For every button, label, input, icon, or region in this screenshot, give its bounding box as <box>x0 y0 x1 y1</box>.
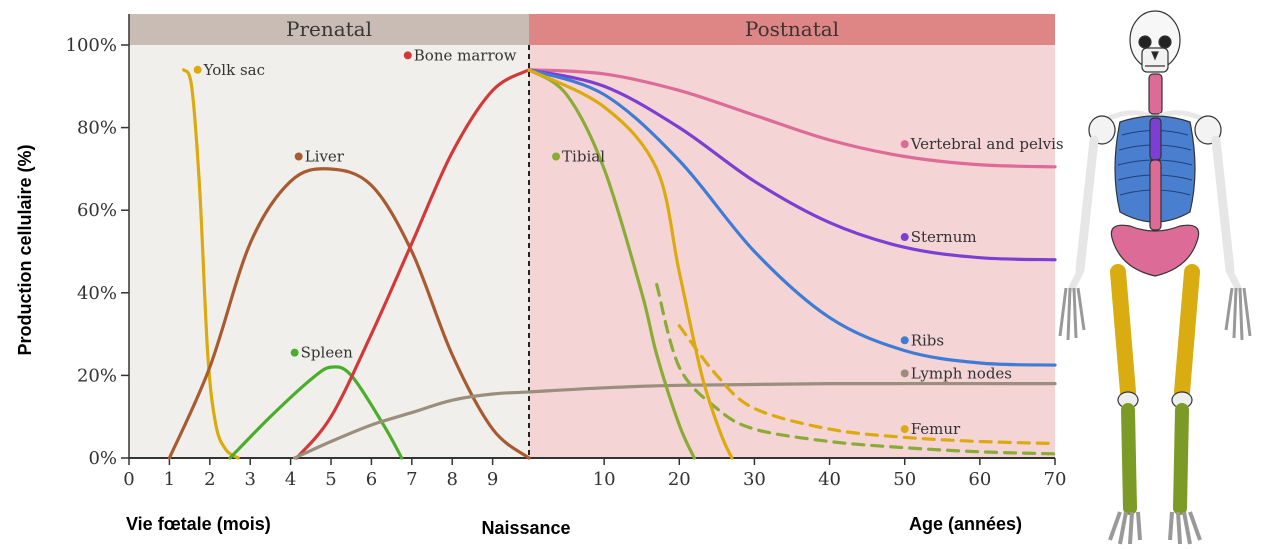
postnatal-band <box>529 14 1055 45</box>
birth-label: Naissance <box>481 518 570 538</box>
x-tick-label-month: 3 <box>244 469 255 490</box>
y-tick-label: 60% <box>77 200 117 221</box>
x-tick-label-month: 1 <box>164 469 175 490</box>
x-tick-label-month: 8 <box>447 469 458 490</box>
series-line-tibial <box>527 68 696 460</box>
annotation-dot <box>900 140 909 149</box>
annotation-layer: Yolk sac Liver Spleen Bone marrow Tibial Vert… <box>193 46 1064 438</box>
x-tick-label-month: 0 <box>123 469 134 490</box>
x-tick-label-year: 30 <box>743 469 766 490</box>
y-tick-label: 0% <box>88 448 117 469</box>
series-line-yolk-sac <box>181 68 240 460</box>
x-tick-label-month: 5 <box>325 469 336 490</box>
y-tick-label: 40% <box>77 283 117 304</box>
x-tick-label-year: 50 <box>893 469 916 490</box>
x-tick-label-year: 10 <box>593 469 616 490</box>
x-tick-label-year: 70 <box>1044 469 1067 490</box>
series-line-femur-dashed <box>677 324 1057 446</box>
annotation-label-bone-marrow: Bone marrow <box>414 46 517 64</box>
annotation-dot <box>552 152 561 161</box>
x-tick-label-month: 9 <box>487 469 498 490</box>
annotation-label-sternum: Sternum <box>911 228 977 246</box>
y-axis-title: Production cellulaire (%) <box>15 144 35 355</box>
annotation-label-liver: Liver <box>305 148 345 166</box>
annotation-label-yolk-sac: Yolk sac <box>203 61 265 79</box>
x-axis-prenatal-title: Vie fœtale (mois) <box>126 514 271 534</box>
prenatal-band <box>129 14 529 45</box>
annotation-dot <box>193 65 202 74</box>
annotation-label-femur: Femur <box>911 420 961 438</box>
y-tick-label: 80% <box>77 118 117 139</box>
series-line-vertebral-and-pelvis <box>527 68 1057 169</box>
annotation-label-lymph-nodes: Lymph nodes <box>911 364 1012 382</box>
x-tick-label-month: 7 <box>406 469 417 490</box>
x-axis: 0 1 2 3 4 5 6 7 8 9 10 20 30 40 50 60 70 <box>123 457 1067 490</box>
postnatal-band-label: Postnatal <box>745 17 839 41</box>
annotation-dot <box>294 152 303 161</box>
series-layer <box>167 68 1057 460</box>
y-tick-label: 100% <box>66 35 117 56</box>
prenatal-background <box>129 14 529 458</box>
x-tick-label-year: 60 <box>968 469 991 490</box>
annotation-dot <box>290 348 299 357</box>
annotation-label-tibial: Tibial <box>562 148 605 166</box>
annotation-dot <box>900 233 909 242</box>
series-line-bone-marrow <box>295 68 531 460</box>
y-axis: 0% 20% 40% 60% 80% 100% <box>66 14 130 469</box>
prenatal-band-label: Prenatal <box>286 17 372 41</box>
annotation-label-vertebral-and-pelvis: Vertebral and pelvis <box>910 135 1064 153</box>
series-line-femur <box>527 68 734 460</box>
series-line-spleen <box>228 365 404 460</box>
x-tick-label-year: 40 <box>818 469 841 490</box>
x-tick-label-month: 2 <box>204 469 215 490</box>
annotation-dot <box>900 425 909 434</box>
annotation-dot <box>900 336 909 345</box>
series-line-ribs <box>527 68 1057 367</box>
annotation-label-ribs: Ribs <box>911 331 944 349</box>
y-tick-label: 20% <box>77 365 117 386</box>
annotation-dot <box>403 51 412 60</box>
series-line-tibial-dashed <box>655 282 1057 456</box>
skeleton-illustration <box>1058 10 1252 545</box>
series-line-lymph-nodes <box>293 381 1057 460</box>
annotation-label-spleen: Spleen <box>301 344 353 362</box>
series-line-sternum <box>527 68 1057 262</box>
annotation-dot <box>900 369 909 378</box>
x-tick-label-year: 20 <box>668 469 691 490</box>
series-line-liver <box>167 167 531 460</box>
x-tick-label-month: 6 <box>366 469 377 490</box>
x-axis-postnatal-title: Age (années) <box>909 514 1022 534</box>
x-tick-label-month: 4 <box>285 469 296 490</box>
